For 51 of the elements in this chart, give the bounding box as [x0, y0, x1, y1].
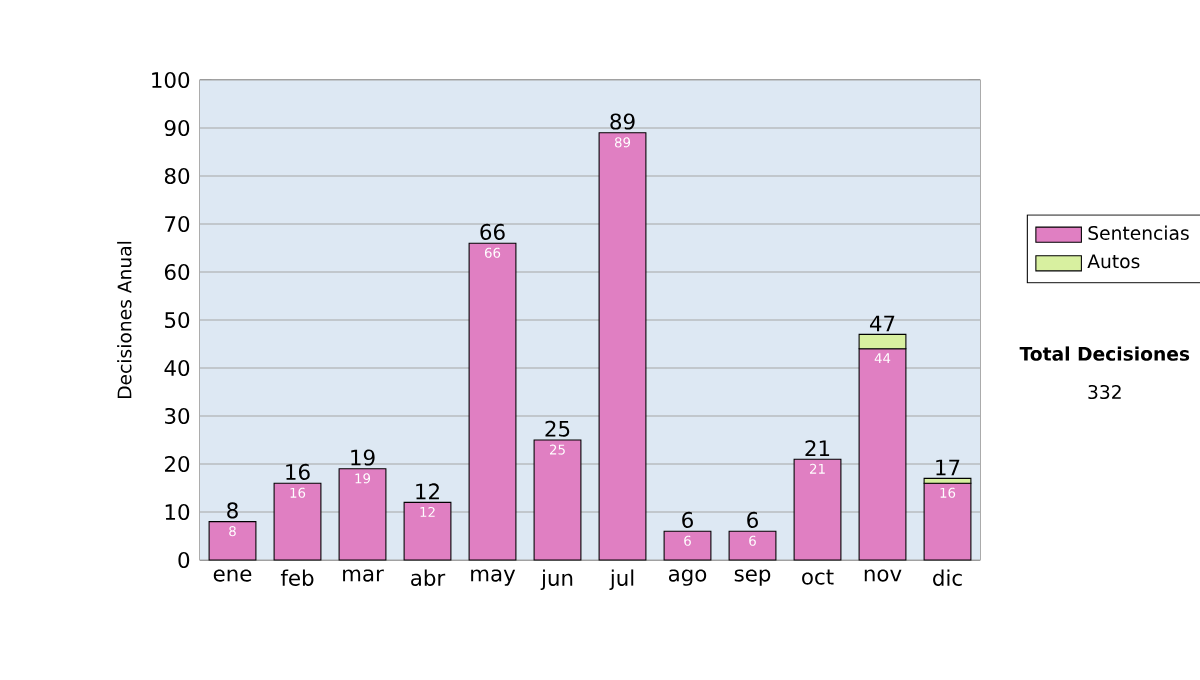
- bar: [793, 458, 842, 561]
- bar: [598, 132, 647, 561]
- bar: [728, 530, 777, 561]
- total-label: 16: [286, 463, 310, 480]
- y-tick-label: 100: [152, 71, 190, 89]
- total-label: 66: [480, 223, 505, 240]
- x-tick-label: mar: [343, 569, 384, 582]
- y-tick-label: 10: [165, 503, 190, 521]
- x-tick-label: ene: [213, 569, 252, 582]
- total-label: 19: [351, 449, 375, 466]
- y-tick-label: 60: [164, 263, 190, 281]
- x-tick-label: ago: [668, 569, 707, 586]
- bar: [208, 521, 257, 561]
- total-label: 25: [545, 420, 570, 437]
- text: 332: [1088, 384, 1121, 400]
- bar: [338, 468, 387, 561]
- x-tick-label: jun: [540, 569, 573, 591]
- total-label: 6: [682, 511, 693, 528]
- bar: [923, 482, 972, 561]
- total-label: 47: [869, 315, 895, 332]
- y-tick-label: 90: [164, 119, 190, 137]
- x-tick-label: jul: [609, 569, 634, 591]
- x-tick-label: may: [471, 569, 516, 586]
- total-label: 8: [227, 502, 238, 519]
- legend-label: Sentencias: [1088, 225, 1189, 241]
- x-tick-label: feb: [280, 569, 314, 586]
- bar: [663, 530, 712, 561]
- x-tick-label: abr: [411, 569, 446, 586]
- x-tick-label: dic: [933, 569, 962, 586]
- x-tick-label: nov: [864, 569, 902, 582]
- bar: [273, 482, 322, 561]
- x-tick-label: sep: [734, 569, 771, 586]
- total-label: 21: [805, 440, 830, 456]
- text: Total Decisiones: [1019, 346, 1190, 361]
- y-tick-label: 0: [178, 551, 190, 569]
- total-label: 17: [936, 459, 960, 476]
- bar: [403, 501, 452, 561]
- bar: [468, 242, 517, 561]
- total-label: 6: [747, 511, 758, 528]
- total-label: 12: [416, 483, 439, 500]
- x-tick-label: oct: [802, 569, 834, 585]
- y-tick-label: 70: [165, 215, 190, 233]
- y-axis-title: Decisiones Anual: [117, 241, 132, 398]
- y-tick-label: 20: [164, 455, 190, 473]
- legend-label: Autos: [1087, 254, 1140, 269]
- y-tick-label: 40: [164, 359, 190, 377]
- y-tick-label: 30: [165, 407, 190, 425]
- y-tick-label: 50: [165, 311, 190, 329]
- y-tick-label: 80: [164, 167, 190, 185]
- bar: [533, 439, 582, 561]
- total-label: 89: [610, 113, 635, 130]
